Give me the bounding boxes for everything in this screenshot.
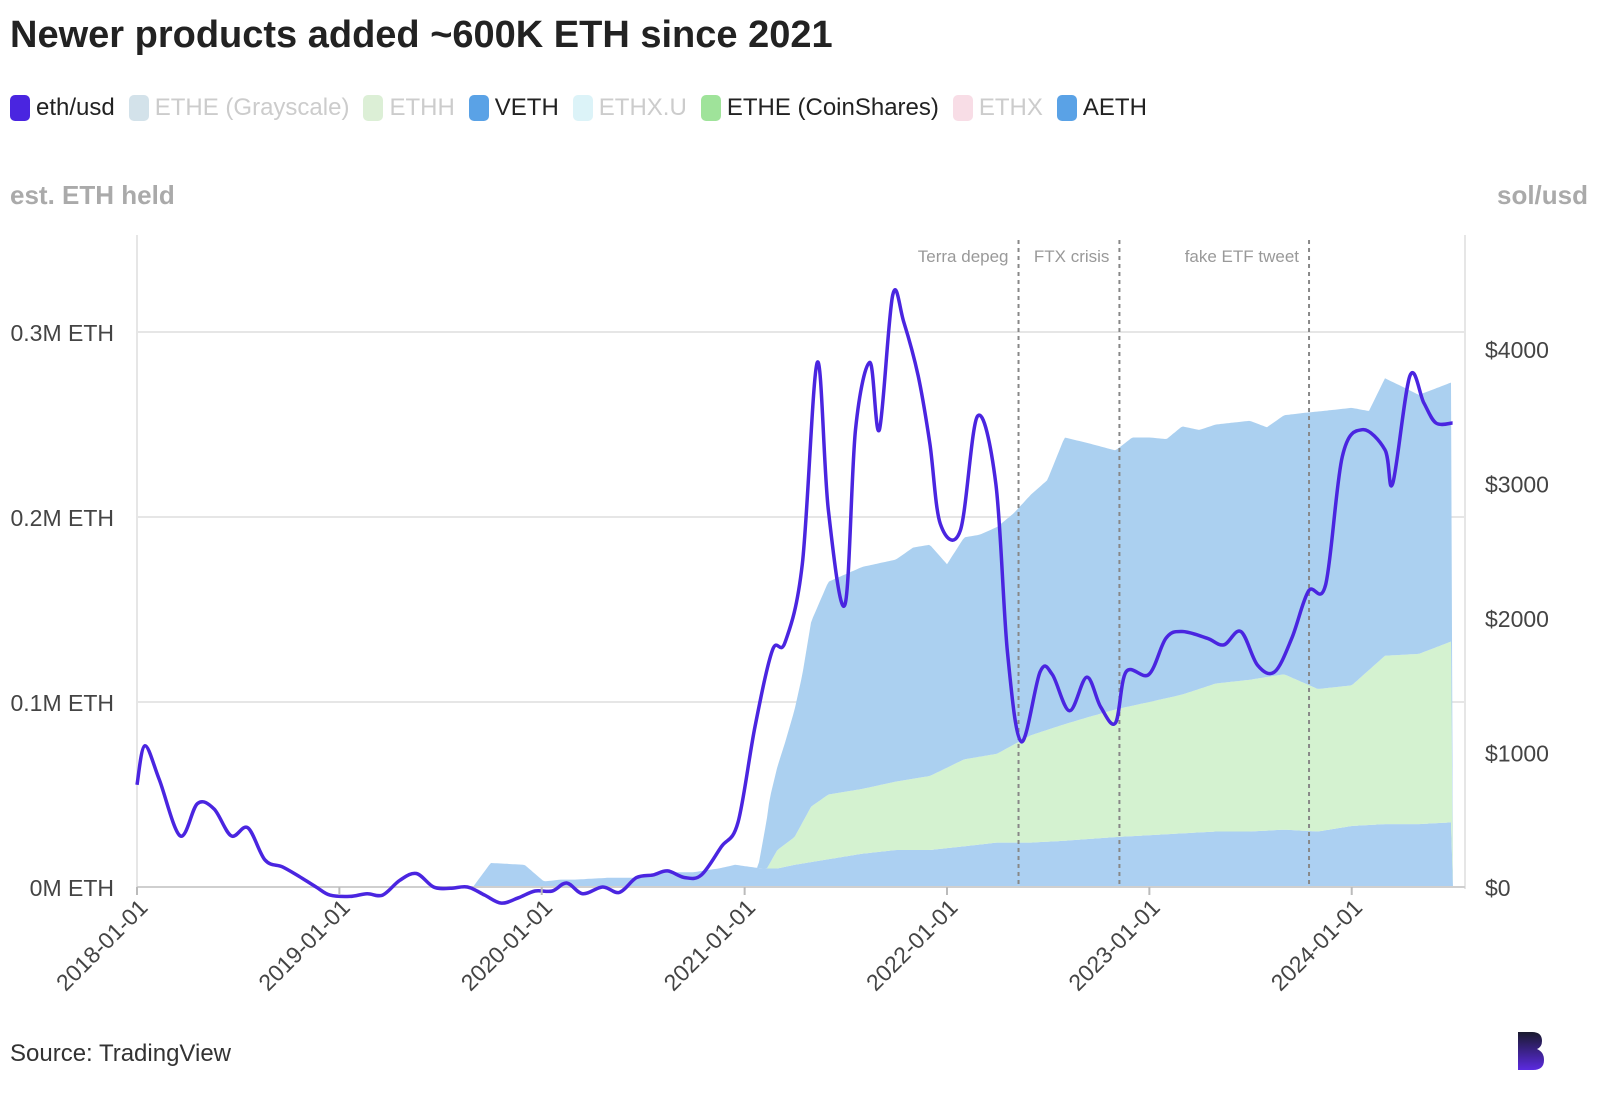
- event-marker-label: Terra depeg: [918, 247, 1009, 266]
- chart-canvas: 0M ETH 0.1M ETH 0.2M ETH 0.3M ETH $0 $1000 $20…: [10, 235, 1549, 996]
- brand-logo-icon: [1518, 1032, 1544, 1070]
- source-note: Source: TradingView: [10, 1040, 232, 1067]
- left-axis-title: est. ETH held: [10, 180, 175, 210]
- legend-swatch: [128, 95, 149, 121]
- legend-label: eth/usd: [36, 94, 115, 121]
- area-aeth: [137, 378, 1465, 887]
- chart-legend: eth/usd ETHE (Grayscale) ETHH VETH ETHX.…: [10, 94, 1161, 122]
- area-veth: [137, 822, 1465, 887]
- legend-item-ethe-grayscale[interactable]: ETHE (Grayscale): [128, 94, 350, 122]
- x-tick-label: 2020-01-01: [456, 894, 558, 996]
- legend-swatch: [468, 95, 489, 121]
- legend-item-veth[interactable]: VETH: [468, 94, 559, 122]
- legend-label: ETHE (Grayscale): [154, 94, 350, 121]
- right-axis-title: sol/usd: [1496, 180, 1588, 210]
- y-right-tick-label: $3000: [1485, 472, 1549, 498]
- x-tick-label: 2021-01-01: [659, 894, 761, 996]
- y-left-tick-label: 0.2M ETH: [10, 505, 114, 531]
- y-right-tick-label: $0: [1485, 875, 1511, 901]
- legend-swatch: [572, 95, 593, 121]
- y-right-tick-label: $2000: [1485, 606, 1549, 632]
- x-tick-label: 2018-01-01: [51, 894, 153, 996]
- legend-label: VETH: [494, 94, 559, 121]
- event-marker-label: fake ETF tweet: [1185, 247, 1300, 266]
- event-marker-label: FTX crisis: [1034, 247, 1110, 266]
- x-tick-label: 2022-01-01: [861, 894, 963, 996]
- legend-item-ethx-u[interactable]: ETHX.U: [572, 94, 687, 122]
- legend-label: ETHX: [978, 94, 1043, 121]
- y-left-tick-label: 0M ETH: [30, 875, 114, 901]
- legend-swatch: [700, 95, 721, 121]
- legend-item-eth-usd[interactable]: eth/usd: [10, 94, 115, 122]
- legend-label: AETH: [1082, 94, 1147, 121]
- legend-label: ETHE (CoinShares): [726, 94, 939, 121]
- area-ethe-coinshares-: [137, 641, 1465, 887]
- eth-usd-line: [135, 288, 1453, 905]
- legend-item-ethx[interactable]: ETHX: [952, 94, 1043, 122]
- page-title: Newer products added ~600K ETH since 202…: [10, 14, 833, 56]
- x-tick-label: 2019-01-01: [253, 894, 355, 996]
- legend-swatch: [952, 95, 973, 121]
- legend-item-ethe-coinshares[interactable]: ETHE (CoinShares): [700, 94, 939, 122]
- legend-label: ETHX.U: [598, 94, 687, 121]
- y-left-tick-label: 0.3M ETH: [10, 320, 114, 346]
- legend-swatch: [363, 95, 384, 121]
- legend-label: ETHH: [389, 94, 455, 121]
- legend-item-ethh[interactable]: ETHH: [363, 94, 455, 122]
- legend-swatch: [10, 95, 30, 121]
- legend-swatch: [1056, 95, 1077, 121]
- x-tick-label: 2023-01-01: [1063, 894, 1165, 996]
- legend-item-aeth[interactable]: AETH: [1056, 94, 1147, 122]
- y-right-tick-label: $4000: [1485, 337, 1549, 363]
- y-left-tick-label: 0.1M ETH: [10, 690, 114, 716]
- y-right-tick-label: $1000: [1485, 741, 1549, 767]
- x-tick-label: 2024-01-01: [1266, 894, 1368, 996]
